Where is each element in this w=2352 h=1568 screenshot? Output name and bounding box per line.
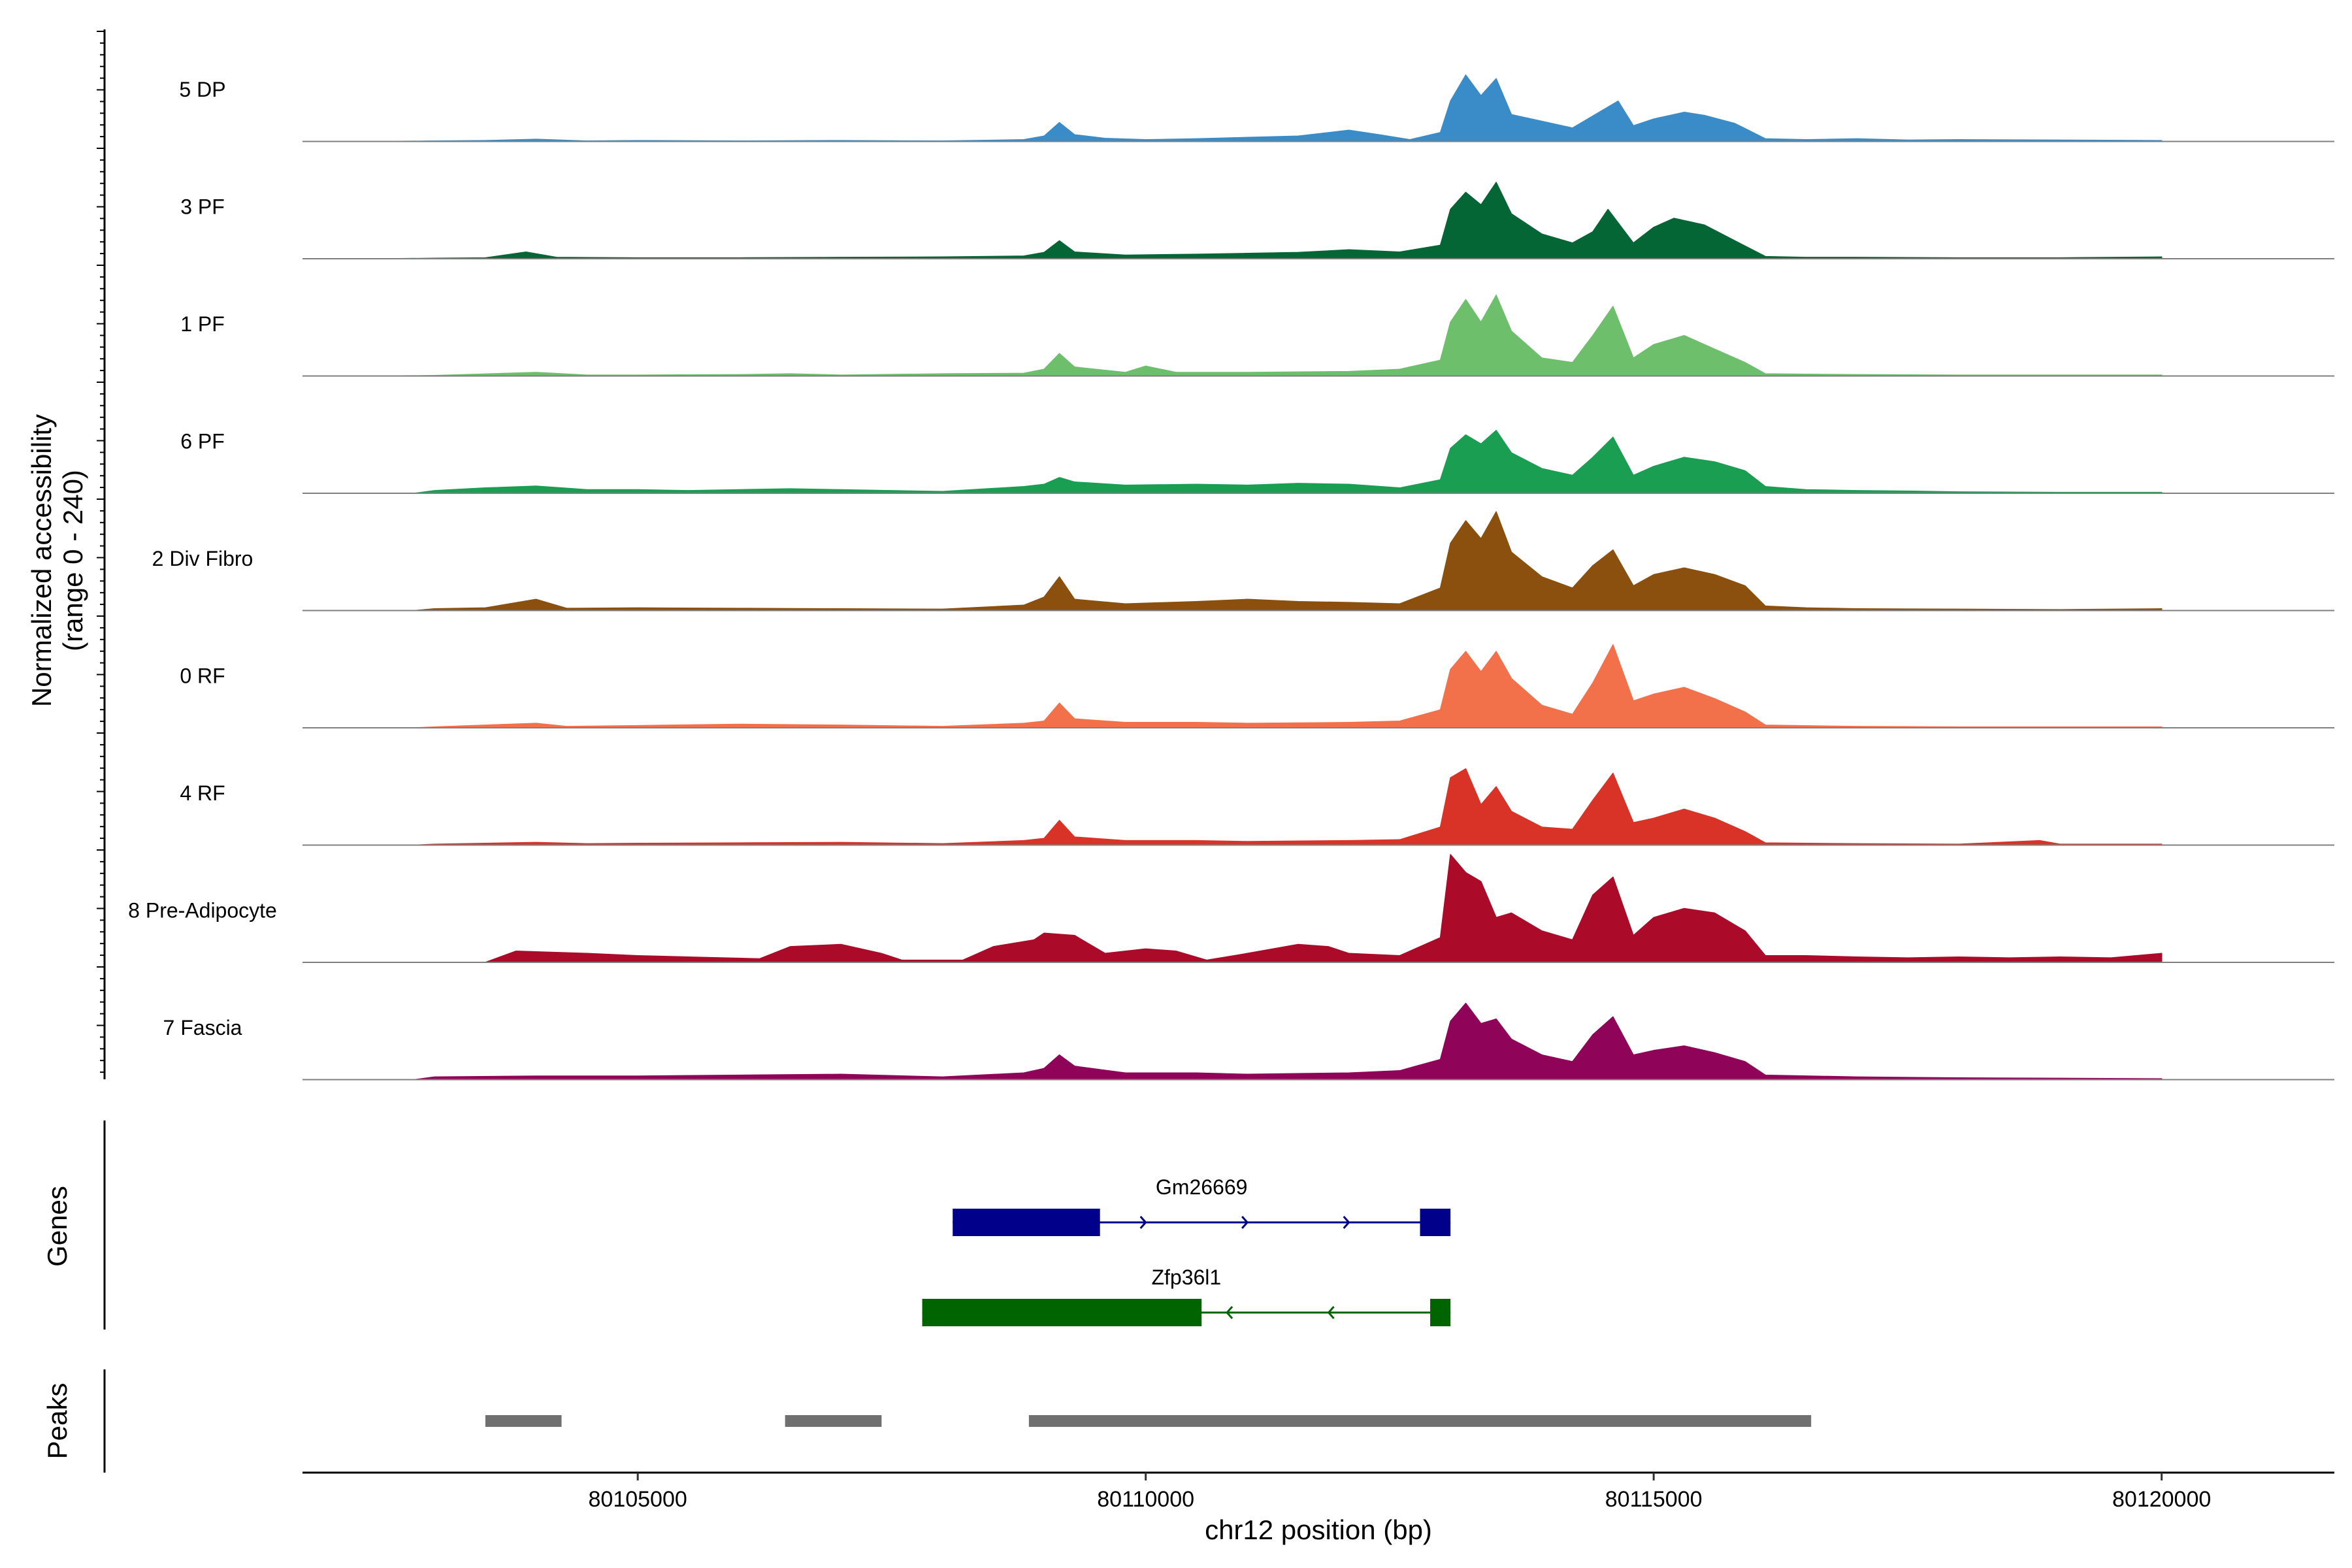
- gene-exon: [953, 1209, 1100, 1236]
- x-axis-title: chr12 position (bp): [1205, 1514, 1432, 1545]
- coverage-track: 0 RF: [180, 644, 2334, 728]
- x-tick-label: 80120000: [2112, 1487, 2211, 1512]
- coverage-area: [414, 430, 2163, 494]
- track-label: 6 PF: [180, 430, 225, 453]
- coverage-area: [383, 295, 2163, 377]
- coverage-area: [414, 511, 2163, 612]
- x-tick-label: 80105000: [589, 1487, 687, 1512]
- gene-exon: [1420, 1209, 1451, 1236]
- coverage-y-axis-ticks: [97, 31, 105, 1073]
- peak-track: [485, 1415, 1812, 1427]
- track-label: 4 RF: [180, 781, 225, 805]
- track-label: 7 Fascia: [163, 1016, 242, 1039]
- track-label: 3 PF: [180, 195, 225, 219]
- coverage-track: 5 DP: [179, 74, 2334, 142]
- strand-arrow: [1343, 1216, 1350, 1229]
- peak-region: [1028, 1415, 1812, 1427]
- gene-track: Gm26669 Zfp36l1: [922, 1175, 1451, 1326]
- coverage-area: [414, 768, 2163, 846]
- coverage-area: [383, 74, 2163, 142]
- gene-model: Zfp36l1: [922, 1266, 1451, 1326]
- genes-panel-label: Genes: [42, 1186, 73, 1267]
- y-axis-range-label: (range 0 - 240): [57, 470, 88, 651]
- gene-exon: [922, 1299, 1202, 1326]
- coverage-tracks: 5 DP 3 PF 1 PF 6 PF 2 Div Fibro 0 RF 4 RF 8 Pre…: [128, 74, 2334, 1081]
- peak-region: [485, 1415, 562, 1427]
- track-label: 2 Div Fibro: [152, 547, 253, 570]
- gene-label: Gm26669: [1156, 1175, 1248, 1199]
- coverage-area: [485, 854, 2163, 963]
- coverage-track: 2 Div Fibro: [152, 511, 2334, 612]
- coverage-track: 7 Fascia: [163, 1002, 2334, 1081]
- track-label: 5 DP: [179, 78, 225, 101]
- peaks-panel-label: Peaks: [42, 1383, 73, 1460]
- coverage-area: [414, 644, 2163, 728]
- coverage-track: 4 RF: [180, 768, 2334, 846]
- x-tick-label: 80115000: [1605, 1487, 1703, 1512]
- coverage-area: [383, 182, 2163, 259]
- gene-exon: [1430, 1299, 1451, 1326]
- track-label: 1 PF: [180, 312, 225, 336]
- gene-model: Gm26669: [953, 1175, 1451, 1236]
- track-label: 8 Pre-Adipocyte: [128, 899, 277, 923]
- coverage-area: [414, 1002, 2163, 1081]
- coverage-track: 6 PF: [180, 430, 2334, 494]
- gene-label: Zfp36l1: [1151, 1266, 1221, 1289]
- strand-arrow: [1327, 1306, 1335, 1319]
- coverage-track: 3 PF: [180, 182, 2334, 259]
- strand-arrow: [1241, 1216, 1249, 1229]
- peak-region: [785, 1415, 882, 1427]
- y-axis-title: Normalized accessibility: [26, 414, 57, 707]
- x-axis-ticks: 80105000 80110000 80115000 80120000: [589, 1473, 2211, 1512]
- x-tick-label: 80110000: [1097, 1487, 1194, 1512]
- track-label: 0 RF: [180, 664, 225, 688]
- coverage-track: 1 PF: [180, 295, 2334, 377]
- strand-arrow: [1226, 1306, 1233, 1319]
- coverage-track: 8 Pre-Adipocyte: [128, 854, 2334, 963]
- strand-arrow: [1139, 1216, 1147, 1229]
